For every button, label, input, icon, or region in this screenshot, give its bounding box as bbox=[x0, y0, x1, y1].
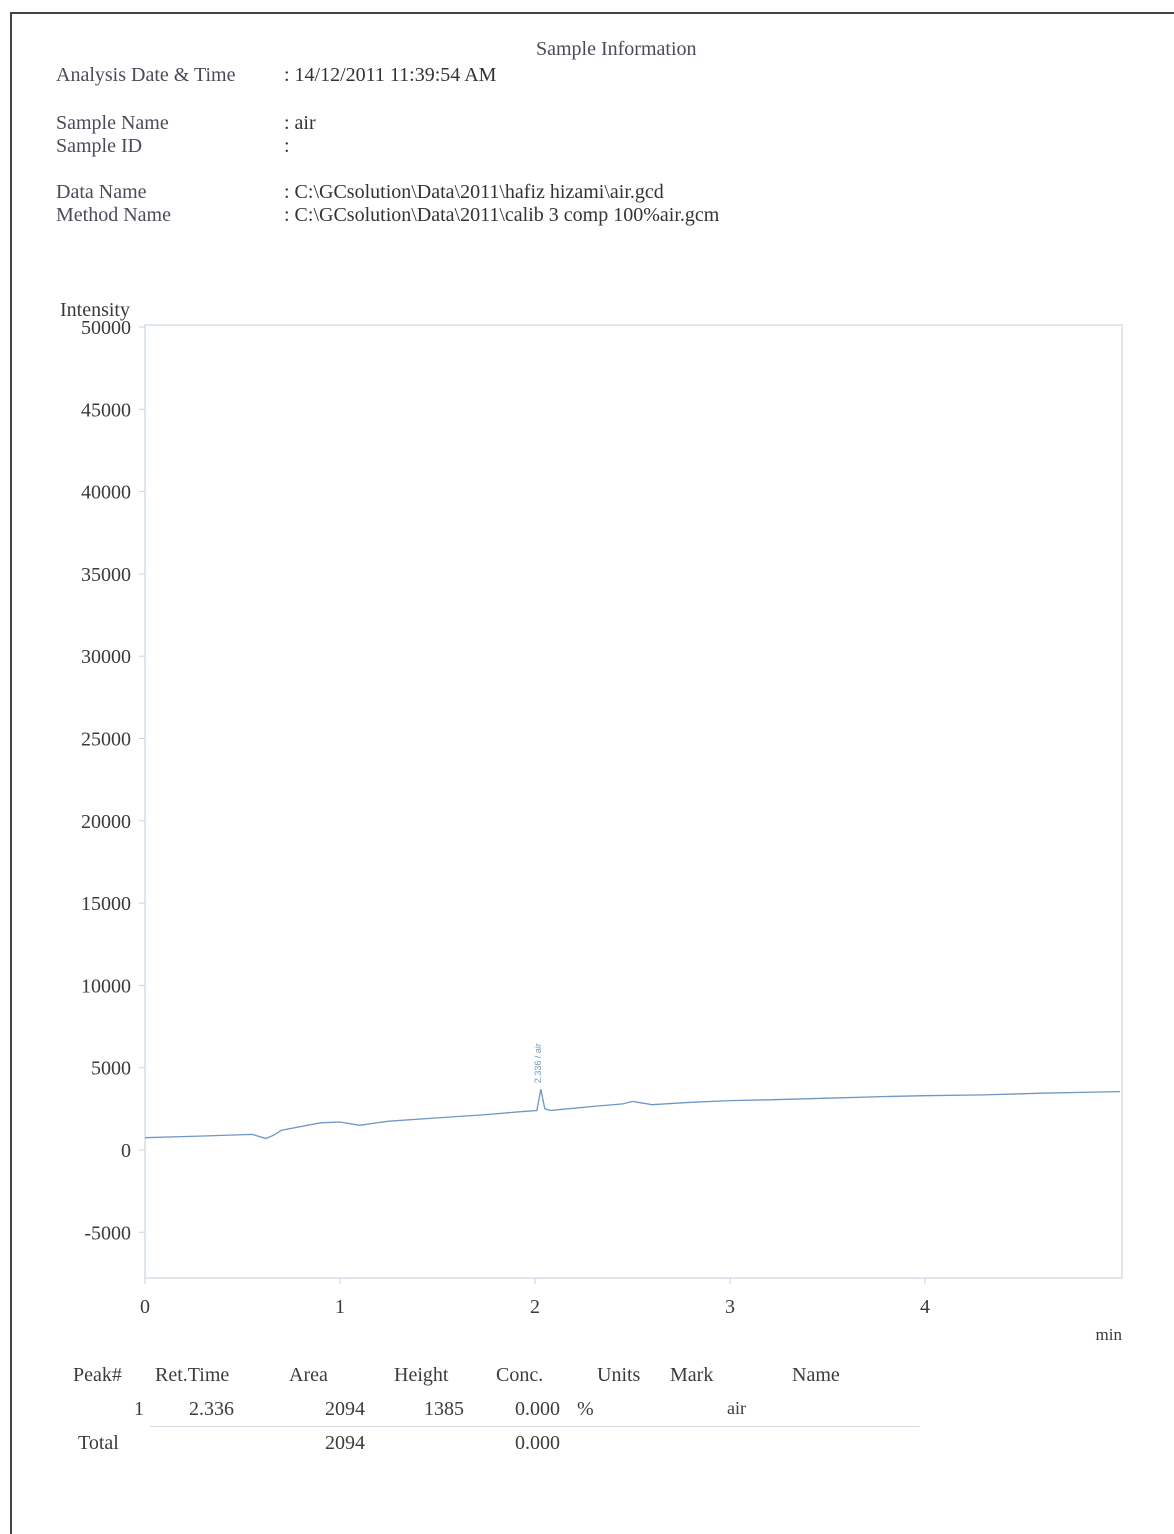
sample-id-value: : bbox=[284, 135, 290, 157]
x-tick-label: 2 bbox=[530, 1296, 540, 1318]
x-tick-label: 0 bbox=[140, 1296, 150, 1318]
method-name-label: Method Name bbox=[56, 204, 171, 226]
y-tick-label: 15000 bbox=[81, 893, 131, 915]
header-peak: Peak# bbox=[73, 1364, 122, 1386]
x-tick-label: 1 bbox=[335, 1296, 345, 1318]
header-height: Height bbox=[394, 1364, 449, 1386]
analysis-date-label: Analysis Date & Time bbox=[56, 64, 236, 86]
y-tick-label: 20000 bbox=[81, 811, 131, 833]
peak-table: Peak# Ret.Time Area Height Conc. Units M… bbox=[0, 1360, 1174, 1480]
row-height: 1385 bbox=[424, 1398, 464, 1420]
y-tick-label: -5000 bbox=[84, 1222, 131, 1244]
header-units: Units bbox=[597, 1364, 641, 1386]
total-conc: 0.000 bbox=[515, 1432, 560, 1454]
sample-id-label: Sample ID bbox=[56, 135, 143, 157]
x-tick-label: 4 bbox=[920, 1296, 930, 1318]
row-area: 2094 bbox=[325, 1398, 365, 1420]
data-name-label: Data Name bbox=[56, 181, 147, 203]
header-name: Name bbox=[792, 1364, 840, 1386]
x-tick-label: 3 bbox=[725, 1296, 735, 1318]
x-axis-label: min bbox=[1096, 1325, 1123, 1344]
header-mark: Mark bbox=[670, 1364, 714, 1386]
header-area: Area bbox=[289, 1364, 328, 1386]
header-title: Sample Information bbox=[536, 38, 697, 60]
y-tick-label: 35000 bbox=[81, 564, 131, 586]
y-tick-label: 25000 bbox=[81, 729, 131, 751]
y-tick-label: 45000 bbox=[81, 399, 131, 421]
row-conc: 0.000 bbox=[515, 1398, 560, 1420]
y-tick-label: 50000 bbox=[81, 317, 131, 339]
data-name-value: : C:\GCsolution\Data\2011\hafiz hizami\a… bbox=[284, 181, 664, 203]
header-ret-time: Ret.Time bbox=[155, 1364, 230, 1386]
y-tick-label: 0 bbox=[121, 1140, 131, 1162]
total-area: 2094 bbox=[325, 1432, 365, 1454]
sample-name-label: Sample Name bbox=[56, 112, 169, 134]
y-tick-label: 40000 bbox=[81, 482, 131, 504]
plot-area-frame bbox=[144, 324, 1123, 1279]
chromatogram-chart: 5000045000400003500030000250002000015000… bbox=[60, 299, 1123, 1344]
row-ret-time: 2.336 bbox=[189, 1398, 234, 1420]
y-tick-label: 10000 bbox=[81, 975, 131, 997]
row-name: air bbox=[727, 1398, 746, 1418]
y-tick-label: 5000 bbox=[91, 1058, 131, 1080]
chromatogram-line bbox=[144, 1088, 1121, 1140]
total-label: Total bbox=[78, 1432, 119, 1454]
sample-name-value: : air bbox=[284, 112, 316, 134]
row-underline bbox=[150, 1426, 920, 1427]
row-units: % bbox=[577, 1398, 594, 1420]
peak-label: 2.336 / air bbox=[533, 1043, 543, 1083]
header-conc: Conc. bbox=[496, 1364, 544, 1386]
row-peak: 1 bbox=[134, 1398, 144, 1420]
y-tick-label: 30000 bbox=[81, 646, 131, 668]
y-axis-label: Intensity bbox=[60, 299, 130, 321]
method-name-value: : C:\GCsolution\Data\2011\calib 3 comp 1… bbox=[284, 204, 720, 226]
page-border bbox=[10, 12, 1174, 1534]
analysis-date-value: : 14/12/2011 11:39:54 AM bbox=[284, 64, 497, 86]
